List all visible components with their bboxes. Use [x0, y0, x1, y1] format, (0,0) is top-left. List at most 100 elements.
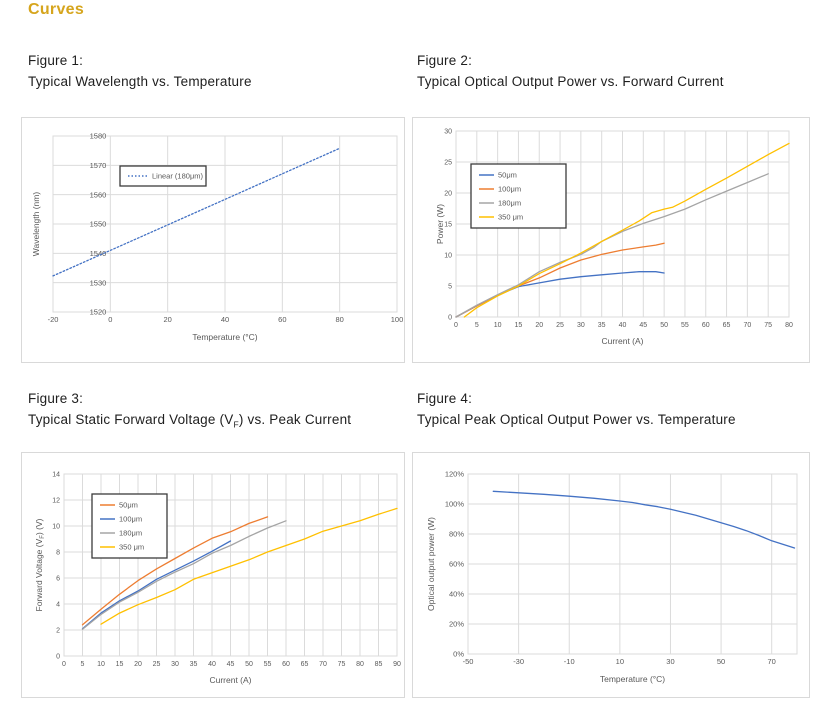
svg-text:1580: 1580: [90, 132, 107, 141]
svg-text:0: 0: [108, 315, 112, 324]
svg-text:50: 50: [717, 657, 725, 666]
svg-text:-30: -30: [513, 657, 524, 666]
svg-text:65: 65: [723, 322, 731, 329]
svg-text:30: 30: [666, 657, 674, 666]
figure-4-chart-svg: -50 -30 -10 10 30 50 70 0% 20% 40% 60% 80% 100% 120% T…: [426, 470, 798, 684]
svg-text:-10: -10: [564, 657, 575, 666]
svg-text:80%: 80%: [449, 530, 464, 539]
svg-text:1550: 1550: [90, 220, 107, 229]
optical-power-vs-current-chart: 0 5 10 15 20 25 30 35 40 45 50 55 60 65 70 75 80 0 5 10 15 20…: [412, 117, 810, 363]
x-axis-label: Current (A): [209, 675, 251, 685]
y-axis-label: Optical output power (W): [426, 517, 436, 611]
series-line-180μm: [81, 520, 287, 630]
tick-labels: 0 5 10 15 20 25 30 35 40 45 50 55 60 65 70 75 80 85 90 0 2 4 6…: [52, 472, 401, 668]
svg-text:1560: 1560: [90, 190, 107, 199]
svg-text:55: 55: [264, 661, 272, 668]
svg-text:100μm: 100μm: [498, 185, 521, 194]
svg-text:20: 20: [535, 322, 543, 329]
svg-text:65: 65: [301, 661, 309, 668]
svg-text:100%: 100%: [445, 500, 465, 509]
figure-4-caption-line1: Figure 4:: [417, 391, 473, 406]
figure-2-caption-line2: Typical Optical Output Power vs. Forward…: [417, 74, 724, 89]
svg-text:50: 50: [245, 661, 253, 668]
legend: 50μm 100μm 180μm 350 μm: [470, 163, 567, 229]
figure-2-caption-line1: Figure 2:: [417, 53, 473, 68]
y-axis-label: Power (W): [435, 204, 445, 244]
svg-text:55: 55: [681, 322, 689, 329]
svg-text:40: 40: [619, 322, 627, 329]
series-line-main: [492, 490, 796, 549]
plot-border: [455, 130, 790, 318]
svg-text:5: 5: [81, 661, 85, 668]
svg-text:60: 60: [282, 661, 290, 668]
svg-text:20: 20: [163, 315, 171, 324]
svg-text:350 μm: 350 μm: [498, 213, 523, 222]
figure-1-caption-line1: Figure 1:: [28, 53, 84, 68]
svg-text:2: 2: [56, 628, 60, 635]
plot-border: [52, 135, 398, 313]
forward-voltage-vs-current-chart: 0 5 10 15 20 25 30 35 40 45 50 55 60 65 70 75 80 85 90 0 2 4 6…: [21, 452, 405, 698]
svg-text:30: 30: [444, 129, 452, 136]
svg-text:6: 6: [56, 576, 60, 583]
svg-text:1530: 1530: [90, 278, 107, 287]
svg-text:20: 20: [444, 191, 452, 198]
svg-text:75: 75: [338, 661, 346, 668]
svg-text:350 μm: 350 μm: [119, 543, 144, 552]
svg-text:0%: 0%: [453, 650, 464, 659]
series-line-350 μm: [463, 142, 790, 318]
gridlines: [467, 473, 797, 655]
svg-text:15: 15: [444, 222, 452, 229]
svg-text:14: 14: [52, 472, 60, 479]
svg-text:80: 80: [785, 322, 793, 329]
svg-text:50μm: 50μm: [498, 171, 517, 180]
figure-1-chart-svg: -20 0 20 40 60 80 100 1520 1530 1540 1550 1560 1570 1…: [31, 132, 403, 342]
svg-text:0: 0: [454, 322, 458, 329]
y-axis-label: Forward Voltage (VF) (V): [34, 518, 46, 611]
plot-border: [63, 473, 398, 657]
svg-text:85: 85: [375, 661, 383, 668]
svg-text:10: 10: [444, 253, 452, 260]
svg-text:35: 35: [598, 322, 606, 329]
svg-text:90: 90: [393, 661, 401, 668]
page-title: Curves: [28, 1, 85, 18]
svg-text:30: 30: [577, 322, 585, 329]
svg-text:10: 10: [616, 657, 624, 666]
figure-4-caption: Figure 4: Typical Peak Optical Output Po…: [417, 388, 736, 430]
x-axis-label: Temperature (°C): [600, 674, 665, 684]
plot-border: [467, 473, 798, 655]
svg-text:10: 10: [52, 524, 60, 531]
svg-text:70: 70: [743, 322, 751, 329]
svg-text:10: 10: [494, 322, 502, 329]
svg-text:80: 80: [335, 315, 343, 324]
svg-text:35: 35: [190, 661, 198, 668]
svg-text:45: 45: [639, 322, 647, 329]
svg-text:0: 0: [62, 661, 66, 668]
peak-power-vs-temperature-chart: -50 -30 -10 10 30 50 70 0% 20% 40% 60% 80% 100% 120% T…: [412, 452, 810, 698]
legend: 50μm 100μm 180μm 350 μm: [91, 493, 168, 559]
svg-text:4: 4: [56, 602, 60, 609]
figure-1-caption: Figure 1: Typical Wavelength vs. Tempera…: [28, 50, 252, 92]
legend: Linear (180μm): [119, 165, 207, 187]
figure-3-chart-svg: 0 5 10 15 20 25 30 35 40 45 50 55 60 65 70 75 80 85 90 0 2 4 6…: [34, 472, 401, 685]
svg-text:8: 8: [56, 550, 60, 557]
svg-text:25: 25: [444, 160, 452, 167]
series-line-Linear (180μm): [52, 147, 341, 277]
svg-text:75: 75: [764, 322, 772, 329]
svg-text:1570: 1570: [90, 161, 107, 170]
svg-text:80: 80: [356, 661, 364, 668]
svg-text:180μm: 180μm: [498, 199, 521, 208]
svg-text:0: 0: [56, 654, 60, 661]
wavelength-vs-temperature-chart: -20 0 20 40 60 80 100 1520 1530 1540 1550 1560 1570 1…: [21, 117, 405, 363]
svg-text:1540: 1540: [90, 249, 107, 258]
svg-text:20: 20: [134, 661, 142, 668]
svg-text:70: 70: [319, 661, 327, 668]
svg-text:Linear (180μm): Linear (180μm): [152, 172, 204, 181]
series-line-50μm: [81, 516, 269, 626]
svg-text:60: 60: [278, 315, 286, 324]
svg-text:12: 12: [52, 498, 60, 505]
svg-text:60%: 60%: [449, 560, 464, 569]
x-axis-label: Temperature (°C): [192, 332, 257, 342]
svg-text:15: 15: [116, 661, 124, 668]
series-line-350 μm: [100, 507, 398, 625]
svg-text:40%: 40%: [449, 590, 464, 599]
